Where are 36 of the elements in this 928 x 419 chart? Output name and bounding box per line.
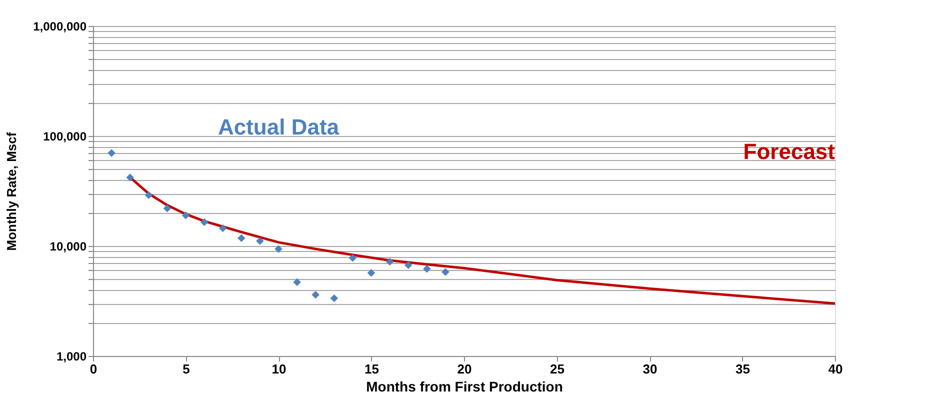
- point: [274, 245, 282, 253]
- point: [256, 237, 264, 245]
- point: [163, 204, 172, 212]
- text: Actual Data: [218, 114, 340, 140]
- point: [367, 268, 376, 277]
- point: [108, 149, 116, 157]
- x-tick-label: 20: [457, 362, 472, 376]
- x-tick-label: 25: [550, 362, 564, 376]
- x-tick-label: 30: [642, 362, 658, 376]
- point: [348, 254, 357, 262]
- y-tick-label: 1,000,000: [33, 20, 87, 34]
- point: [330, 294, 338, 302]
- text: Forecast: [743, 139, 836, 164]
- x-tick-label: 10: [272, 362, 286, 376]
- point: [218, 224, 227, 232]
- point: [144, 191, 153, 200]
- x-tick-label: 40: [828, 362, 843, 376]
- point: [238, 234, 246, 242]
- point: [312, 290, 320, 299]
- x-tick-label: 15: [364, 362, 379, 376]
- x-tick-label: 35: [736, 362, 750, 376]
- point: [423, 264, 431, 273]
- y-tick-label: 1,000: [56, 350, 87, 364]
- point: [386, 258, 394, 266]
- x-axis-title: Months from First Production: [366, 378, 563, 394]
- point: [126, 174, 134, 182]
- y-axis-title: Monthly Rate, Mscf: [4, 132, 20, 251]
- point: [200, 218, 208, 226]
- point: [404, 261, 412, 270]
- y-tick-label: 10,000: [50, 240, 87, 254]
- x-tick-label: 5: [182, 362, 190, 376]
- y-tick-label: 100,000: [43, 130, 87, 144]
- point: [293, 278, 301, 286]
- point: [182, 211, 190, 220]
- point: [442, 268, 450, 276]
- x-tick-label: 0: [90, 362, 98, 376]
